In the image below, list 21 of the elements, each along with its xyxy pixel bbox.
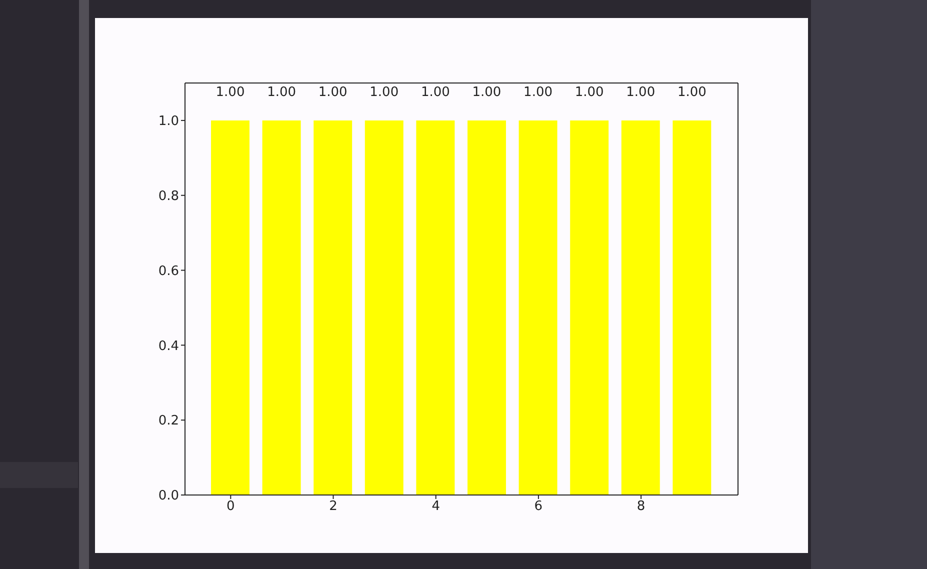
y-tick-label: 0.2 — [158, 414, 179, 429]
data-label: 1.00 — [626, 84, 656, 100]
y-tick-label: 0.6 — [158, 264, 179, 279]
y-tick-label: 1.0 — [158, 114, 179, 130]
y-tick-label: 0.0 — [158, 488, 179, 504]
x-tick-label: 2 — [329, 499, 338, 514]
data-label: 1.00 — [524, 84, 553, 100]
data-label: 1.00 — [318, 84, 348, 100]
data-label: 1.00 — [677, 84, 706, 100]
x-tick-label: 6 — [534, 499, 543, 514]
data-label: 1.00 — [472, 84, 502, 100]
data-label: 1.00 — [574, 84, 604, 100]
x-tick-label: 4 — [432, 499, 440, 514]
data-label: 1.00 — [420, 84, 450, 100]
y-tick-label: 0.4 — [158, 338, 179, 354]
x-tick-label: 8 — [636, 499, 646, 514]
data-label: 1.00 — [370, 84, 399, 100]
x-tick-label: 0 — [226, 499, 235, 514]
data-label: 1.00 — [216, 84, 245, 100]
data-label: 1.00 — [267, 84, 296, 100]
y-tick-label: 0.8 — [158, 188, 179, 204]
